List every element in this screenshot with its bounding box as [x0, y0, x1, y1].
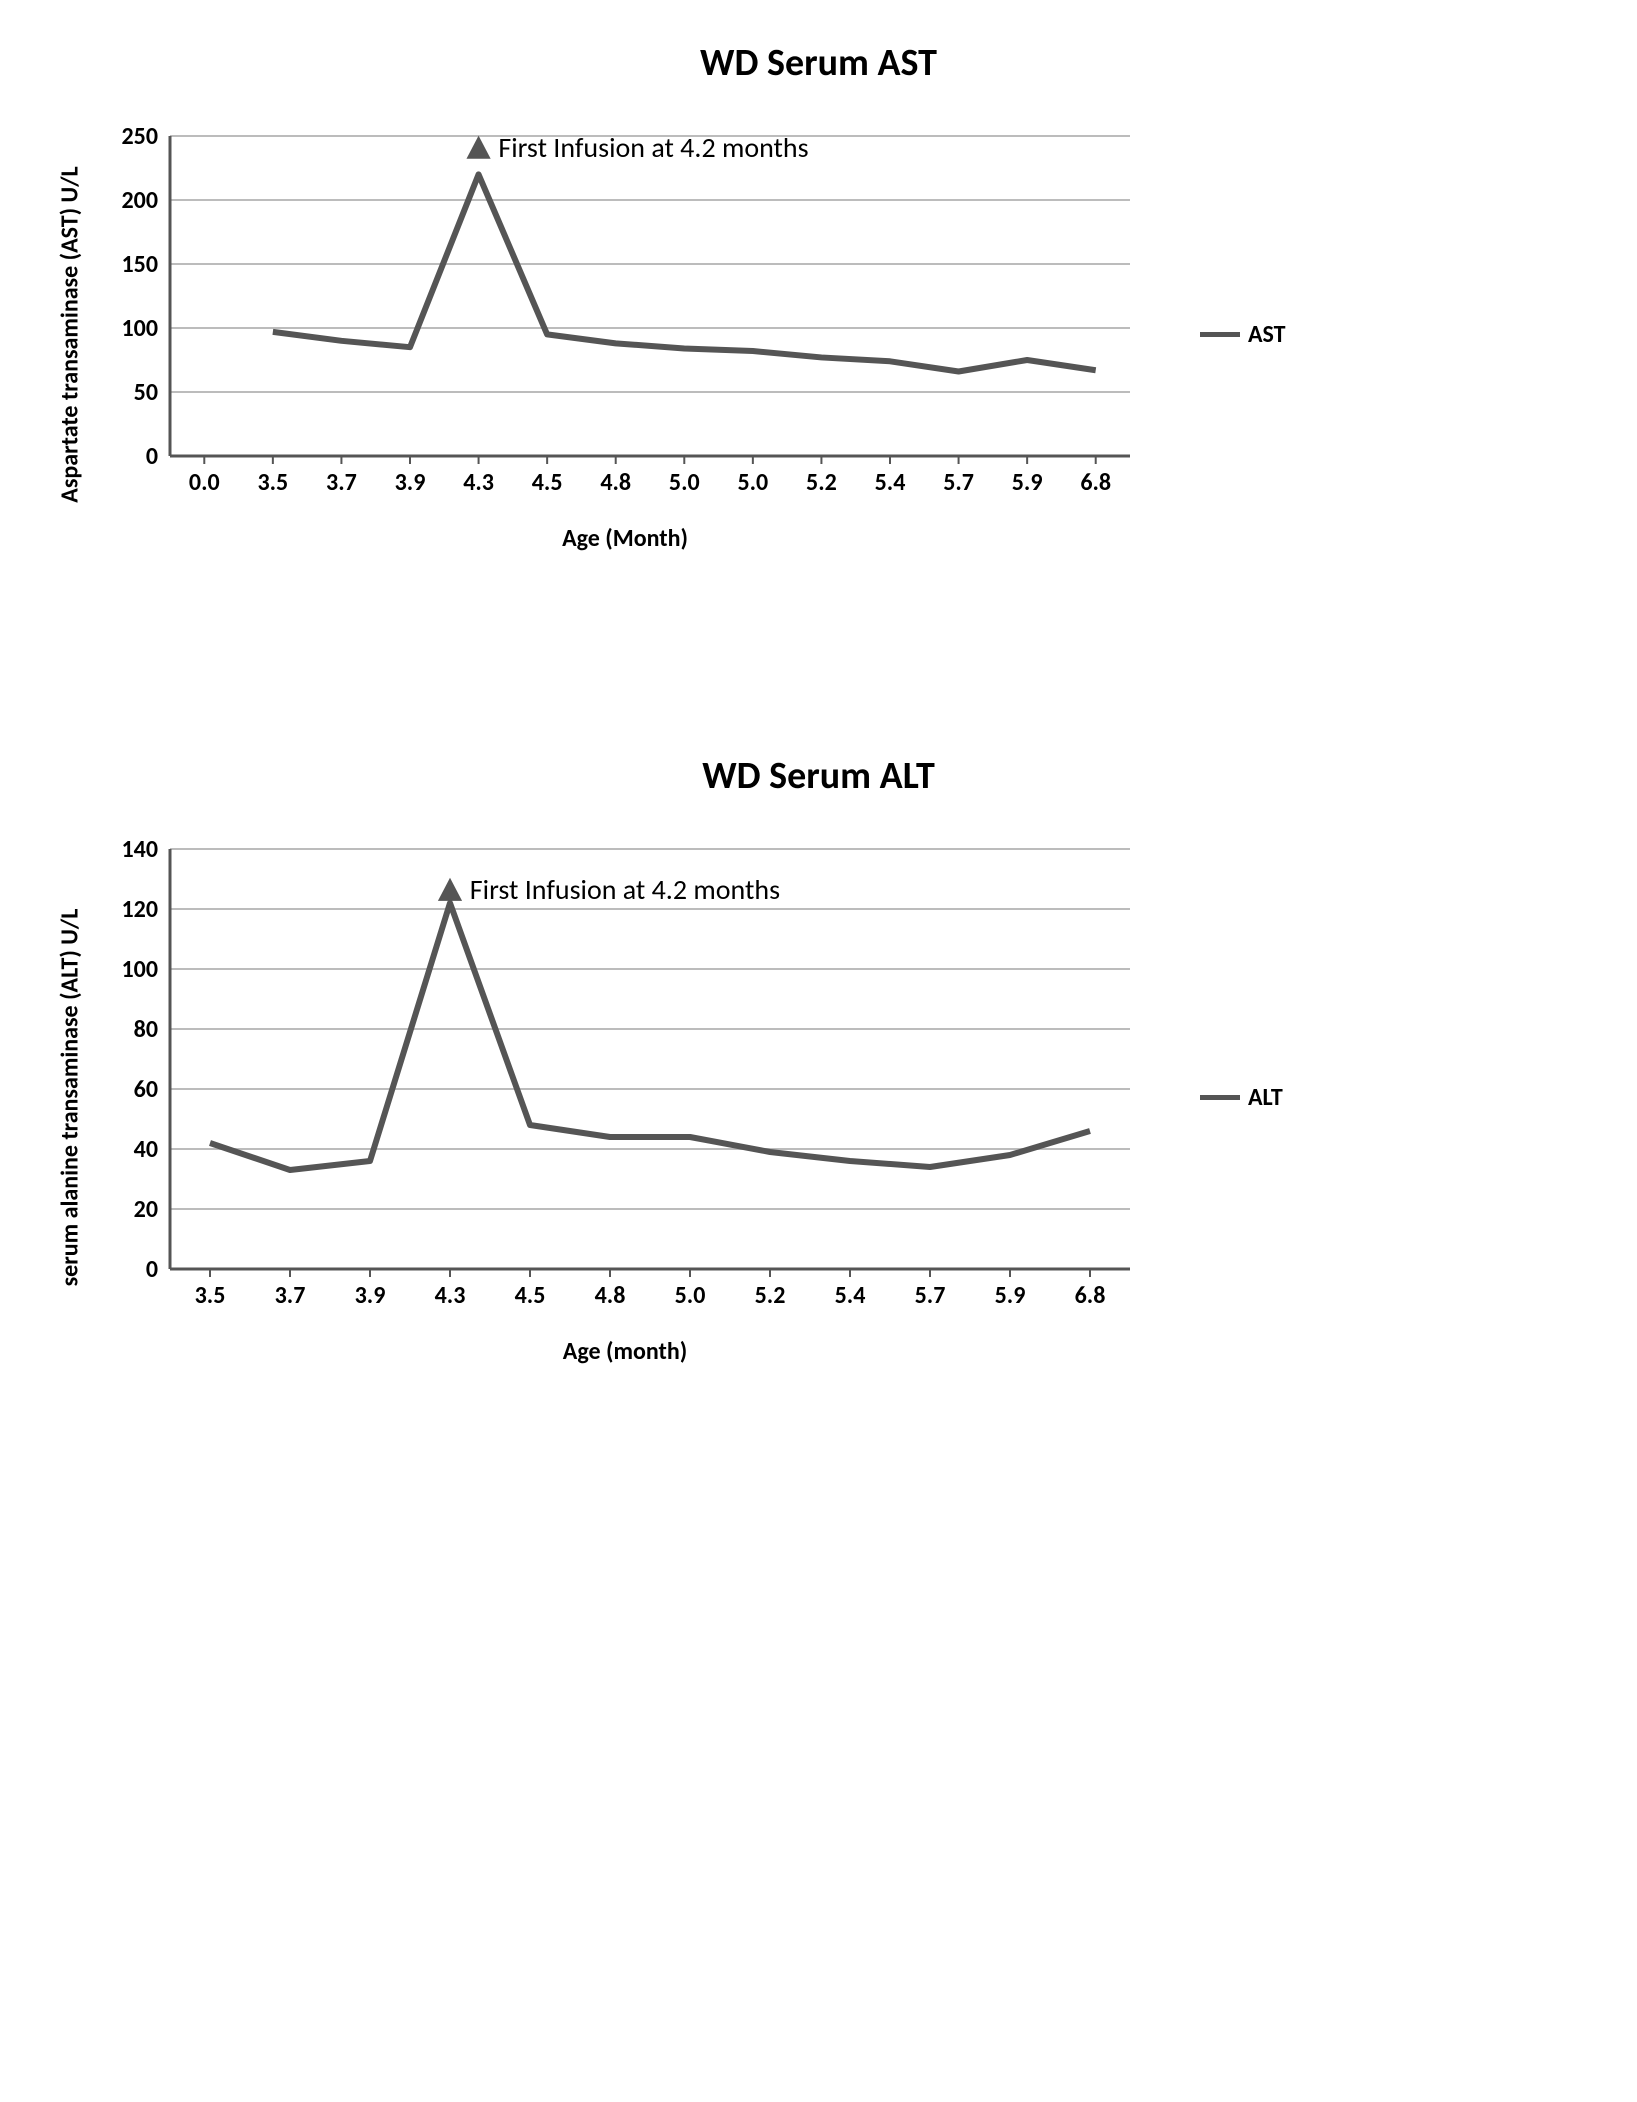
x-tick-label: 5.9 [995, 1281, 1026, 1310]
y-tick-label: 0 [146, 442, 158, 471]
x-tick-label: 6.8 [1075, 1281, 1106, 1310]
chart-svg: 0 50 100 150 200 250 0.0 3.5 3.7 3.9 4.3 4.5 4.8 5.0 5… [100, 116, 1150, 516]
y-axis-label: Aspartate transaminase (AST) U/L [56, 166, 85, 502]
legend-label: AST [1248, 320, 1286, 349]
chart-title: WD Serum AST [40, 40, 1597, 86]
legend: ALT [1200, 1083, 1283, 1112]
x-tick-label: 3.5 [195, 1281, 226, 1310]
y-tick-label: 250 [122, 122, 159, 151]
y-tick-label: 120 [122, 895, 159, 924]
x-tick-label: 4.8 [600, 468, 631, 497]
y-tick-label: 200 [122, 186, 159, 215]
x-tick-label: 4.3 [463, 468, 494, 497]
x-tick-label: 3.7 [275, 1281, 306, 1310]
x-tick-label: 4.3 [435, 1281, 466, 1310]
y-tick-label: 100 [122, 314, 159, 343]
legend-swatch-icon [1200, 1095, 1240, 1100]
chart-svg: 0 20 40 60 80 100 120 140 3.5 3.7 3.9 4.3 4.5 4.8 5.0 5… [100, 829, 1150, 1329]
plot-area: 0 50 100 150 200 250 0.0 3.5 3.7 3.9 4.3 4.5 4.8 5.0 5… [100, 116, 1150, 516]
x-tick-label: 5.4 [875, 468, 906, 497]
chart-row: serum alanine transaminase (ALT) U/L 0 20 4… [40, 829, 1597, 1366]
x-tick-label: 5.0 [737, 468, 768, 497]
legend-swatch-icon [1200, 332, 1240, 337]
x-tick-label: 4.8 [595, 1281, 626, 1310]
y-tick-label: 40 [134, 1135, 158, 1164]
x-tick-label: 5.2 [806, 468, 837, 497]
x-tick-label: 6.8 [1080, 468, 1111, 497]
plot-area: 0 20 40 60 80 100 120 140 3.5 3.7 3.9 4.3 4.5 4.8 5.0 5… [100, 829, 1150, 1329]
x-tick-label: 5.9 [1012, 468, 1043, 497]
x-tick-label: 0.0 [189, 468, 220, 497]
x-tick-label: 5.4 [835, 1281, 866, 1310]
x-tick-label: 4.5 [515, 1281, 546, 1310]
legend-label: ALT [1248, 1083, 1283, 1112]
chart-row: Aspartate transaminase (AST) U/L 0 50 100 15… [40, 116, 1597, 553]
annotation-text: First Infusion at 4.2 months [470, 872, 780, 907]
x-tick-label: 5.7 [943, 468, 974, 497]
y-axis-label: serum alanine transaminase (ALT) U/L [56, 909, 85, 1287]
y-tick-label: 100 [122, 955, 159, 984]
chart-title: WD Serum ALT [40, 753, 1597, 799]
annotation-text: First Infusion at 4.2 months [498, 130, 808, 165]
x-tick-label: 5.0 [669, 468, 700, 497]
x-tick-label: 4.5 [532, 468, 563, 497]
x-tick-label: 3.7 [326, 468, 357, 497]
chart-ast: WD Serum AST Aspartate transaminase (AST)… [40, 40, 1597, 553]
y-tick-label: 150 [122, 250, 159, 279]
chart-alt: WD Serum ALT serum alanine transaminase (… [40, 753, 1597, 1366]
x-tick-label: 5.7 [915, 1281, 946, 1310]
y-tick-label: 0 [146, 1255, 158, 1284]
y-tick-label: 140 [122, 835, 159, 864]
legend: AST [1200, 320, 1286, 349]
y-tick-label: 80 [134, 1015, 158, 1044]
plot-column: 0 20 40 60 80 100 120 140 3.5 3.7 3.9 4.3 4.5 4.8 5.0 5… [100, 829, 1150, 1366]
x-axis-label: Age (Month) [100, 524, 1150, 553]
x-axis-label: Age (month) [100, 1337, 1150, 1366]
x-tick-label: 5.2 [755, 1281, 786, 1310]
plot-column: 0 50 100 150 200 250 0.0 3.5 3.7 3.9 4.3 4.5 4.8 5.0 5… [100, 116, 1150, 553]
y-tick-label: 50 [134, 378, 158, 407]
x-tick-label: 3.9 [395, 468, 426, 497]
x-tick-label: 3.9 [355, 1281, 386, 1310]
y-tick-label: 20 [134, 1195, 158, 1224]
x-tick-label: 3.5 [257, 468, 288, 497]
y-tick-label: 60 [134, 1075, 158, 1104]
x-tick-label: 5.0 [675, 1281, 706, 1310]
